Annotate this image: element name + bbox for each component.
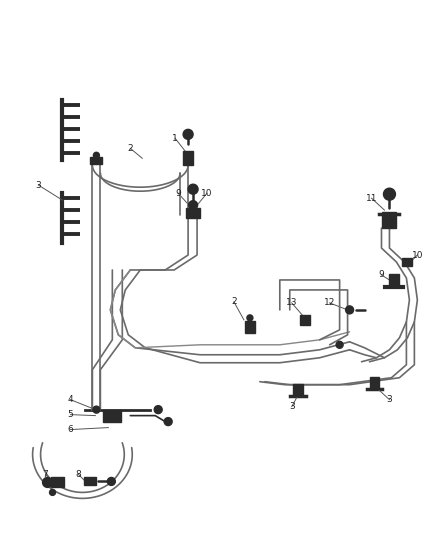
Circle shape xyxy=(164,417,172,425)
Bar xyxy=(90,157,102,164)
Text: 7: 7 xyxy=(42,470,49,479)
Text: 2: 2 xyxy=(231,297,237,306)
Text: 3: 3 xyxy=(36,181,42,190)
Bar xyxy=(403,258,413,266)
Circle shape xyxy=(93,406,100,413)
Bar xyxy=(183,151,193,165)
Text: 6: 6 xyxy=(67,425,73,434)
Text: 9: 9 xyxy=(175,189,181,198)
Bar xyxy=(300,315,310,325)
Text: 3: 3 xyxy=(289,402,295,411)
Text: 1: 1 xyxy=(172,134,178,143)
Bar xyxy=(50,478,64,487)
Bar xyxy=(382,212,396,228)
Circle shape xyxy=(49,489,56,495)
Text: 4: 4 xyxy=(67,395,73,404)
Circle shape xyxy=(346,306,353,314)
Circle shape xyxy=(93,152,99,158)
Circle shape xyxy=(42,478,53,487)
Text: 13: 13 xyxy=(286,298,297,308)
Circle shape xyxy=(336,341,343,348)
Text: 11: 11 xyxy=(366,193,377,203)
Circle shape xyxy=(384,188,396,200)
Text: 9: 9 xyxy=(378,270,385,279)
Circle shape xyxy=(188,184,198,194)
Bar xyxy=(245,321,255,333)
Bar xyxy=(370,377,379,389)
Bar xyxy=(103,410,121,422)
Bar xyxy=(186,208,200,218)
Text: 10: 10 xyxy=(201,189,213,198)
Text: 2: 2 xyxy=(127,144,133,153)
Text: 10: 10 xyxy=(412,251,423,260)
Text: 12: 12 xyxy=(324,298,336,308)
Bar xyxy=(293,384,303,395)
Circle shape xyxy=(189,200,198,209)
Text: 3: 3 xyxy=(387,395,392,404)
Bar xyxy=(389,274,399,286)
Circle shape xyxy=(183,130,193,139)
Circle shape xyxy=(247,315,253,321)
Circle shape xyxy=(107,478,115,486)
Circle shape xyxy=(154,406,162,414)
Text: 5: 5 xyxy=(67,410,73,419)
Bar xyxy=(85,478,96,486)
Text: 8: 8 xyxy=(76,470,81,479)
